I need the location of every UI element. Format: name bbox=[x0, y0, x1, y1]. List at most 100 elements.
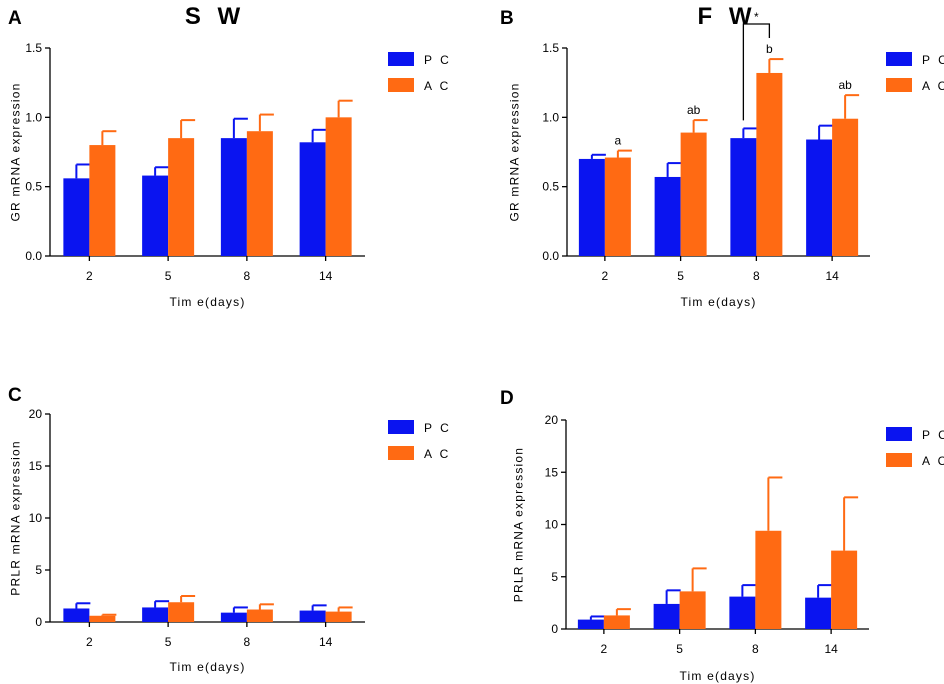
bar-ac bbox=[680, 132, 707, 256]
bar-pc bbox=[577, 619, 604, 629]
significance-letter: b bbox=[766, 42, 773, 56]
panel-title: F W bbox=[698, 3, 757, 30]
bar-pc bbox=[220, 138, 247, 256]
y-axis-label: PRLR mRNA expression bbox=[9, 440, 23, 595]
x-tick-label: 8 bbox=[752, 642, 759, 656]
legend-swatch-pc bbox=[886, 427, 912, 441]
bar-ac bbox=[679, 591, 706, 629]
x-tick-label: 14 bbox=[319, 635, 333, 649]
y-tick-label: 5 bbox=[551, 570, 558, 584]
legend-swatch-ac bbox=[388, 78, 414, 92]
y-tick-label: 0 bbox=[35, 615, 42, 629]
x-tick-label: 2 bbox=[602, 269, 609, 283]
bar-pc bbox=[63, 608, 90, 622]
bar-pc bbox=[142, 175, 169, 256]
x-tick-label: 2 bbox=[601, 642, 608, 656]
y-tick-label: 0.5 bbox=[542, 180, 559, 194]
y-tick-label: 0.0 bbox=[25, 249, 42, 263]
legend-swatch-ac bbox=[886, 453, 912, 467]
legend-label-pc: P C bbox=[424, 53, 451, 67]
legend-label-pc: P C bbox=[922, 428, 944, 442]
bar-pc bbox=[729, 596, 756, 629]
bar-pc bbox=[653, 603, 680, 629]
x-tick-label: 14 bbox=[825, 269, 839, 283]
bar-ac bbox=[755, 530, 782, 629]
significance-letter: a bbox=[615, 134, 622, 148]
panel-a: A S W 0.0 0.5 1.0 1.5 2 5 8 14 Tim e(days) GR mRNA … bbox=[8, 3, 451, 309]
y-tick-label: 0.5 bbox=[25, 180, 42, 194]
y-tick-label: 0 bbox=[551, 622, 558, 636]
legend-swatch-pc bbox=[388, 52, 414, 66]
bar-pc bbox=[299, 610, 326, 622]
y-tick-label: 20 bbox=[545, 413, 559, 427]
bar-ac bbox=[246, 131, 273, 256]
legend-swatch-ac bbox=[886, 78, 912, 92]
x-tick-label: 8 bbox=[244, 635, 251, 649]
x-axis-label: Tim e(days) bbox=[680, 295, 756, 309]
bar-ac bbox=[832, 118, 859, 256]
panel-b: B F W 0.0 0.5 1.0 1.5 2 5 8 14 Tim e(days) GR mRNA … bbox=[500, 3, 944, 309]
y-tick-label: 1.0 bbox=[25, 110, 42, 124]
panel-letter: D bbox=[500, 388, 514, 409]
bar-ac bbox=[604, 157, 631, 256]
y-tick-label: 0.0 bbox=[542, 249, 559, 263]
panel-letter: A bbox=[8, 8, 22, 29]
y-axis-label: PRLR mRNA expression bbox=[512, 447, 526, 602]
legend-swatch-ac bbox=[388, 446, 414, 460]
significance-letter: ab bbox=[687, 103, 701, 117]
x-tick-label: 8 bbox=[753, 269, 760, 283]
x-tick-label: 5 bbox=[165, 635, 172, 649]
x-tick-label: 14 bbox=[824, 642, 838, 656]
x-tick-label: 2 bbox=[86, 635, 93, 649]
bar-ac bbox=[246, 609, 273, 622]
bar-pc bbox=[806, 139, 833, 256]
bar-ac bbox=[168, 602, 195, 622]
bar-pc bbox=[142, 607, 169, 622]
x-tick-label: 5 bbox=[677, 269, 684, 283]
bar-ac bbox=[89, 615, 116, 622]
x-tick-label: 2 bbox=[86, 269, 93, 283]
y-tick-label: 20 bbox=[29, 407, 43, 421]
bar-ac bbox=[603, 615, 630, 629]
bar-pc bbox=[805, 597, 832, 629]
x-tick-label: 14 bbox=[319, 269, 333, 283]
bar-ac bbox=[325, 611, 352, 622]
x-axis-label: Tim e(days) bbox=[679, 669, 755, 683]
y-tick-label: 1.5 bbox=[25, 41, 42, 55]
significance-letter: ab bbox=[838, 78, 852, 92]
bar-pc bbox=[730, 138, 757, 256]
panel-title: S W bbox=[185, 3, 245, 30]
bar-ac bbox=[168, 138, 195, 256]
y-tick-label: 15 bbox=[545, 465, 559, 479]
legend-label-ac: A C bbox=[424, 447, 451, 461]
x-axis-label: Tim e(days) bbox=[169, 660, 245, 674]
panel-letter: C bbox=[8, 385, 22, 406]
legend-swatch-pc bbox=[388, 420, 414, 434]
significance-star: * bbox=[754, 10, 759, 24]
y-tick-label: 10 bbox=[545, 518, 559, 532]
x-axis-label: Tim e(days) bbox=[169, 295, 245, 309]
legend-label-pc: P C bbox=[424, 421, 451, 435]
y-tick-label: 1.5 bbox=[542, 41, 559, 55]
legend-label-ac: A C bbox=[424, 79, 451, 93]
y-axis-label: GR mRNA expression bbox=[508, 83, 522, 222]
bar-ac bbox=[325, 117, 352, 256]
bar-pc bbox=[63, 178, 90, 256]
bar-pc bbox=[299, 142, 326, 256]
bar-pc bbox=[578, 158, 605, 256]
bar-ac bbox=[756, 72, 783, 257]
x-tick-label: 5 bbox=[676, 642, 683, 656]
panel-letter: B bbox=[500, 8, 514, 29]
x-tick-label: 8 bbox=[244, 269, 251, 283]
legend-swatch-pc bbox=[886, 52, 912, 66]
y-axis-label: GR mRNA expression bbox=[9, 83, 23, 222]
bar-pc bbox=[654, 176, 681, 256]
significance-bracket bbox=[742, 23, 771, 121]
y-tick-label: 15 bbox=[29, 459, 43, 473]
legend-label-ac: A C bbox=[922, 454, 944, 468]
legend-label-pc: P C bbox=[922, 53, 944, 67]
x-tick-label: 5 bbox=[165, 269, 172, 283]
